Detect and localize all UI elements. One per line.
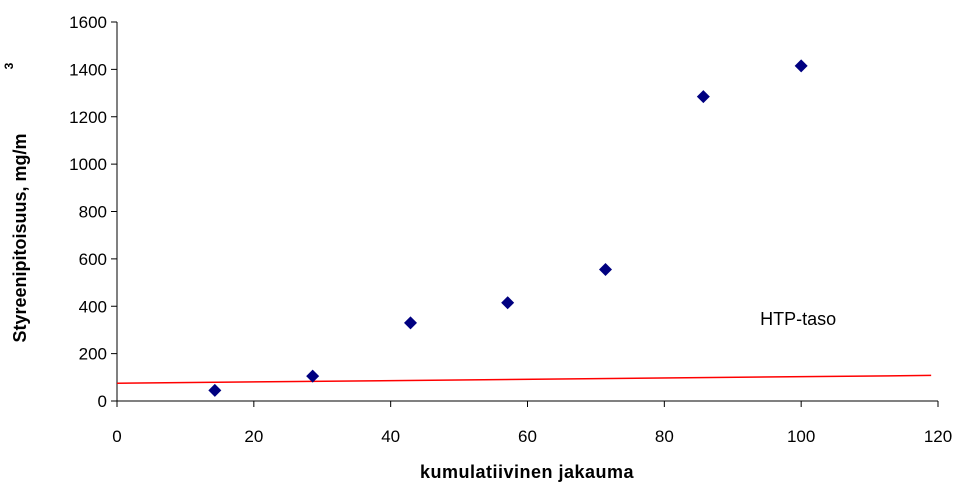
axes [116, 22, 938, 402]
y-tick-label: 1400 [69, 60, 107, 79]
y-tick-label: 600 [79, 250, 107, 269]
y-axis-title: Styreenipitoisuus, mg/m [10, 133, 30, 342]
data-points [208, 59, 808, 397]
x-tick-label: 120 [924, 427, 952, 446]
y-axis-ticks: 0 200 400 600 800 1000 1200 1400 1600 [69, 13, 117, 411]
data-point [598, 263, 612, 277]
x-tick-label: 60 [518, 427, 537, 446]
data-point [306, 369, 320, 383]
y-tick-label: 1200 [69, 108, 107, 127]
y-tick-label: 1000 [69, 155, 107, 174]
y-tick-label: 200 [79, 345, 107, 364]
y-axis-title-superscript: 3 [2, 62, 16, 69]
data-point [501, 296, 515, 310]
x-tick-label: 80 [655, 427, 674, 446]
x-axis-ticks: 0 20 40 60 80 100 120 [112, 401, 952, 446]
y-tick-label: 0 [98, 392, 107, 411]
data-point [404, 316, 418, 330]
y-tick-label: 1600 [69, 13, 107, 32]
htp-reference-line [116, 374, 932, 384]
x-tick-label: 40 [381, 427, 400, 446]
x-tick-label: 20 [244, 427, 263, 446]
y-tick-label: 800 [79, 203, 107, 222]
x-tick-label: 100 [787, 427, 815, 446]
data-point [208, 383, 222, 397]
y-tick-label: 400 [79, 297, 107, 316]
annotation-htp-taso: HTP-taso [760, 309, 836, 329]
x-tick-label: 0 [112, 427, 121, 446]
data-point [794, 59, 808, 73]
data-point [696, 90, 710, 104]
x-axis-title: kumulatiivinen jakauma [420, 462, 635, 482]
